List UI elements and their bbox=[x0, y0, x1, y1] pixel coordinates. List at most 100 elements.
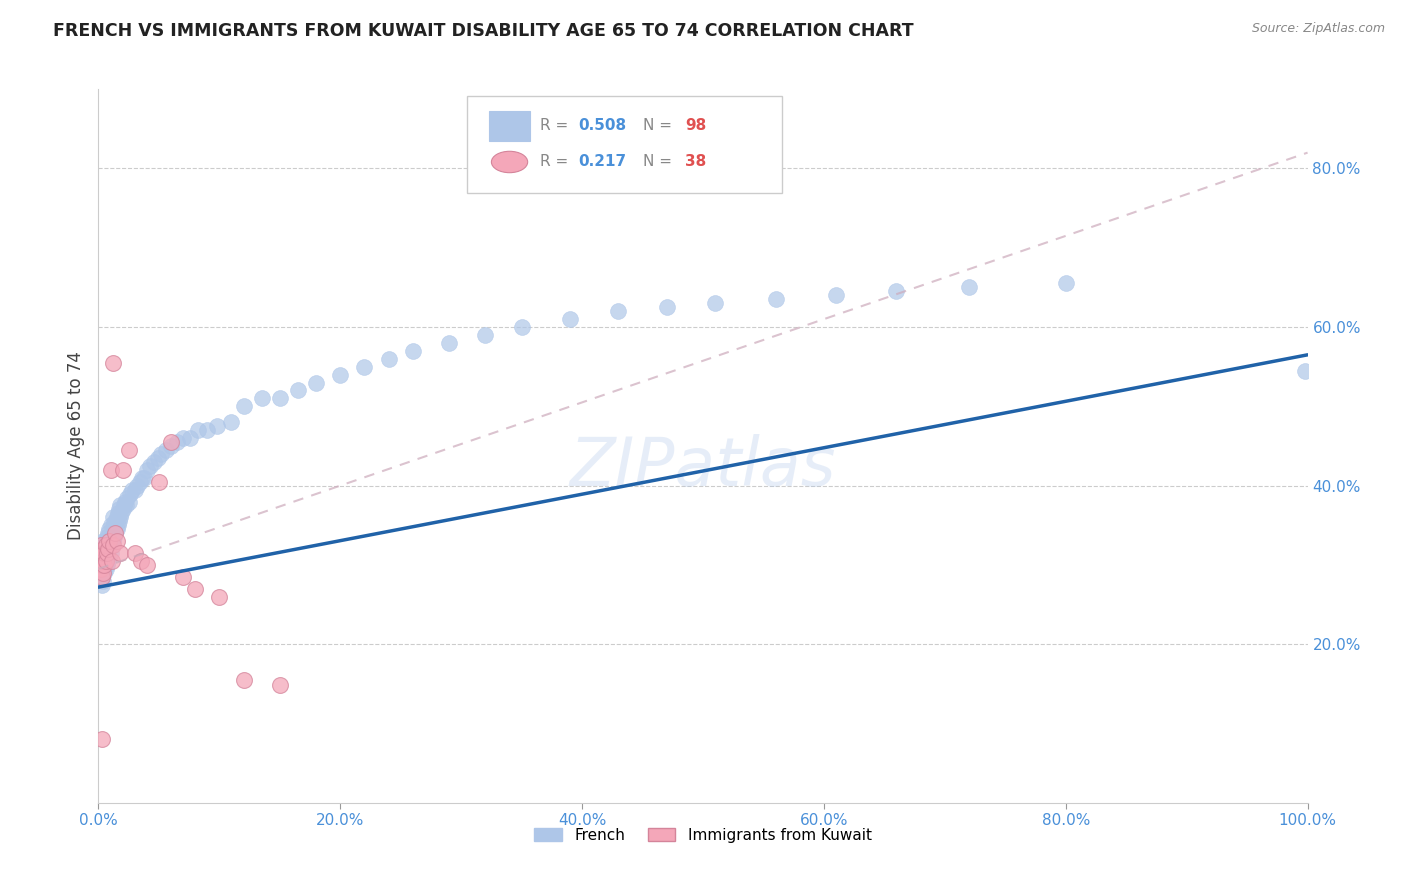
Point bbox=[655, 300, 678, 314]
Y-axis label: Disability Age 65 to 74: Disability Age 65 to 74 bbox=[66, 351, 84, 541]
Point bbox=[111, 463, 134, 477]
Point bbox=[121, 483, 143, 497]
Point bbox=[765, 293, 787, 307]
Point bbox=[150, 447, 173, 461]
Text: 98: 98 bbox=[685, 118, 706, 133]
Point bbox=[377, 351, 399, 366]
Point bbox=[208, 590, 231, 604]
Point bbox=[108, 510, 131, 524]
Point bbox=[101, 520, 124, 534]
Point bbox=[96, 558, 118, 572]
Point bbox=[91, 549, 114, 564]
Point bbox=[90, 542, 112, 557]
Point bbox=[103, 530, 125, 544]
Point bbox=[128, 475, 150, 489]
Point bbox=[91, 534, 114, 549]
Point bbox=[179, 431, 201, 445]
Point bbox=[94, 562, 117, 576]
Point bbox=[232, 400, 254, 414]
Point bbox=[329, 368, 352, 382]
Point bbox=[205, 419, 228, 434]
Point bbox=[89, 549, 111, 564]
Point bbox=[104, 526, 127, 541]
Point bbox=[96, 530, 118, 544]
Point bbox=[97, 554, 120, 568]
Point bbox=[704, 296, 727, 310]
Point bbox=[91, 578, 114, 592]
Point bbox=[269, 392, 291, 406]
Point bbox=[117, 491, 139, 505]
Text: R =: R = bbox=[540, 118, 572, 133]
Point bbox=[94, 554, 117, 568]
Point bbox=[91, 542, 114, 557]
Text: Source: ZipAtlas.com: Source: ZipAtlas.com bbox=[1251, 22, 1385, 36]
Point bbox=[269, 678, 291, 692]
FancyBboxPatch shape bbox=[489, 111, 530, 141]
Point bbox=[105, 534, 128, 549]
Point bbox=[111, 502, 134, 516]
Point bbox=[250, 392, 273, 406]
Point bbox=[155, 442, 177, 457]
Point bbox=[98, 549, 121, 564]
Point bbox=[91, 538, 114, 552]
Point bbox=[287, 384, 309, 398]
Point bbox=[96, 546, 118, 560]
Point bbox=[107, 518, 129, 533]
Text: 0.508: 0.508 bbox=[578, 118, 627, 133]
Point bbox=[100, 546, 122, 560]
Point bbox=[93, 554, 115, 568]
Point bbox=[134, 471, 156, 485]
Point bbox=[112, 499, 135, 513]
Point bbox=[957, 280, 980, 294]
Point bbox=[108, 546, 131, 560]
Point bbox=[94, 538, 117, 552]
Point bbox=[172, 431, 194, 445]
Point bbox=[510, 320, 533, 334]
Point bbox=[104, 514, 127, 528]
Point bbox=[124, 483, 146, 497]
Point bbox=[105, 510, 128, 524]
Point bbox=[89, 562, 111, 576]
Point bbox=[143, 455, 166, 469]
Point bbox=[160, 435, 183, 450]
Point bbox=[135, 558, 157, 572]
Point bbox=[607, 304, 630, 318]
Point bbox=[96, 542, 118, 557]
Point bbox=[437, 335, 460, 350]
Point bbox=[91, 566, 114, 580]
Point bbox=[1054, 277, 1077, 291]
Point bbox=[232, 673, 254, 687]
Point bbox=[93, 546, 115, 560]
Point bbox=[127, 478, 149, 492]
Point bbox=[108, 502, 131, 516]
Point bbox=[97, 526, 120, 541]
Point bbox=[114, 494, 136, 508]
Point bbox=[129, 554, 152, 568]
Point bbox=[91, 570, 114, 584]
Point bbox=[195, 423, 218, 437]
Point bbox=[91, 558, 114, 572]
Point bbox=[101, 510, 124, 524]
Point bbox=[91, 562, 114, 576]
Point bbox=[93, 542, 115, 557]
Point bbox=[886, 285, 908, 299]
Point bbox=[135, 463, 157, 477]
Text: 0.217: 0.217 bbox=[578, 154, 627, 169]
Point bbox=[100, 554, 122, 568]
Point bbox=[146, 450, 169, 465]
Point bbox=[305, 376, 328, 390]
Point bbox=[166, 435, 188, 450]
Point bbox=[353, 359, 375, 374]
Point bbox=[1294, 364, 1316, 378]
Text: N =: N = bbox=[643, 154, 676, 169]
Point bbox=[105, 522, 128, 536]
Point bbox=[825, 288, 848, 302]
Point bbox=[94, 546, 117, 560]
Point bbox=[118, 486, 141, 500]
Point bbox=[172, 570, 194, 584]
Point bbox=[93, 566, 115, 580]
Text: N =: N = bbox=[643, 118, 676, 133]
Point bbox=[104, 526, 127, 541]
Point bbox=[100, 526, 122, 541]
Point bbox=[148, 475, 170, 489]
